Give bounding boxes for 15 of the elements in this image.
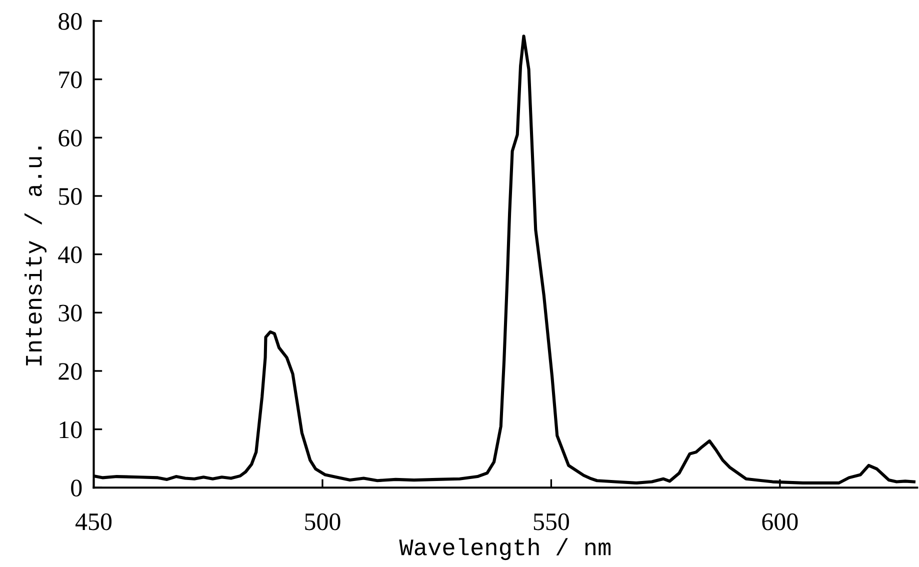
y-tick-label: 10 [60,421,82,438]
y-tick-label: 50 [59,188,82,205]
y-tick-label: 30 [58,304,82,322]
x-tick-label: 450 [75,513,112,530]
x-tick-label: 600 [762,513,798,530]
y-tick-label: 0 [71,480,82,497]
y-tick-label: 40 [58,246,82,264]
y-tick-label: 20 [58,363,82,380]
x-axis-title: Wavelength / nm [399,538,610,560]
y-tick-label: 80 [58,13,82,30]
x-tick-label: 500 [305,513,340,530]
x-tick-label: 550 [534,513,569,530]
y-tick-label: 60 [58,130,82,147]
y-axis-title: Intensity / a.u. [24,146,47,366]
y-tick-label: 70 [59,71,82,88]
